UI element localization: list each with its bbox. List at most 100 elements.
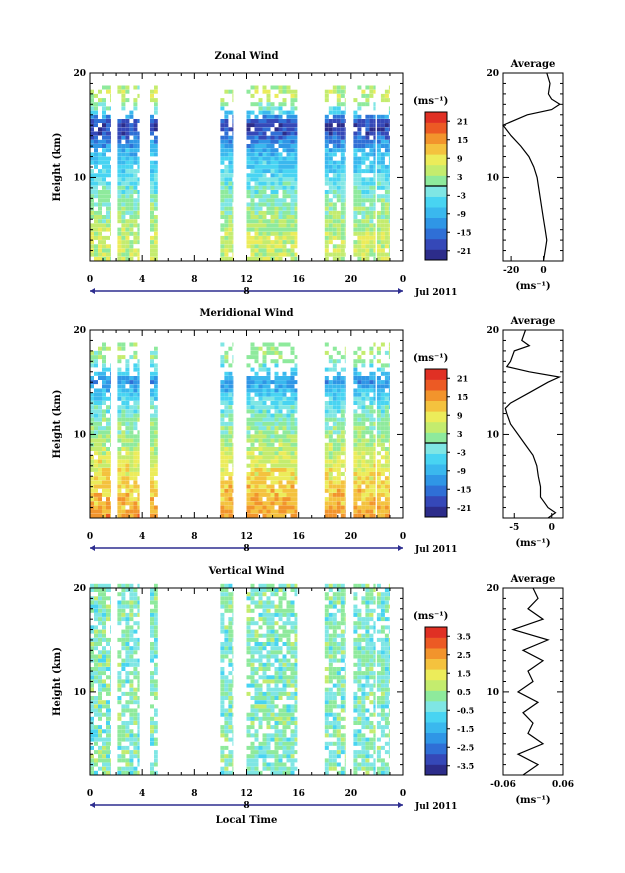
heatmap-cell <box>380 194 385 199</box>
heatmap-cell <box>254 169 259 174</box>
heatmap-cell <box>224 102 229 107</box>
heatmap-cell <box>110 679 111 684</box>
heatmap-cell <box>224 219 229 224</box>
heatmap-cell <box>94 355 98 360</box>
heatmap-cell <box>224 455 229 460</box>
heatmap-cell <box>373 417 376 422</box>
heatmap-cell <box>125 206 130 211</box>
heatmap-cell <box>365 98 370 103</box>
heatmap-cell <box>125 745 130 750</box>
heatmap-cell <box>388 455 390 460</box>
heatmap-cell <box>117 384 122 389</box>
heatmap-cell <box>150 733 154 738</box>
heatmap-cell <box>133 467 138 472</box>
heatmap-cell <box>365 227 370 232</box>
heatmap-cell <box>376 135 381 140</box>
heatmap-cell <box>220 683 225 688</box>
heatmap-cell <box>250 421 255 426</box>
heatmap-cell <box>286 501 291 506</box>
heatmap-cell <box>150 741 154 746</box>
heatmap-cell <box>344 359 346 364</box>
heatmap-cell <box>344 463 346 468</box>
heatmap-cell <box>294 509 298 514</box>
heatmap-cell <box>361 152 366 157</box>
heatmap-cell <box>270 396 275 401</box>
heatmap-cell <box>344 451 346 456</box>
heatmap-cell <box>361 409 366 414</box>
heatmap-cell <box>106 708 110 713</box>
heatmap-cell <box>254 459 259 464</box>
heatmap-cell <box>376 219 381 224</box>
heatmap-cell <box>110 206 111 211</box>
heatmap-cell <box>102 401 106 405</box>
average-title: Average <box>510 316 556 327</box>
heatmap-cell <box>369 114 374 119</box>
heatmap-cell <box>232 667 234 671</box>
heatmap-cell <box>353 231 358 236</box>
heatmap-cell <box>150 658 154 663</box>
heatmap-cell <box>282 509 287 514</box>
heatmap-cell <box>150 447 154 451</box>
heatmap-cell <box>137 367 140 372</box>
heatmap-cell <box>94 256 98 261</box>
heatmap-cell <box>286 380 291 385</box>
heatmap-cell <box>384 202 389 207</box>
heatmap-cell <box>270 350 275 355</box>
heatmap-cell <box>373 256 376 261</box>
heatmap-cell <box>290 600 295 605</box>
heatmap-cell <box>274 148 279 153</box>
heatmap-cell <box>137 505 140 510</box>
heatmap-cell <box>278 231 283 236</box>
heatmap-cell <box>336 646 341 651</box>
heatmap-cell <box>384 513 389 518</box>
heatmap-cell <box>369 119 374 123</box>
heatmap-cell <box>224 206 229 211</box>
heatmap-cell <box>220 190 225 194</box>
heatmap-cell <box>102 156 106 161</box>
heatmap-cell <box>286 484 291 489</box>
heatmap-cell <box>373 501 376 506</box>
heatmap-cell <box>228 625 233 630</box>
heatmap-cell <box>332 405 337 410</box>
heatmap-cell <box>274 455 279 460</box>
heatmap-cell <box>254 185 259 190</box>
heatmap-cell <box>110 758 111 763</box>
heatmap-cell <box>121 227 126 232</box>
heatmap-cell <box>254 754 259 759</box>
heatmap-cell <box>98 210 102 215</box>
heatmap-cell <box>121 371 126 376</box>
heatmap-cell <box>266 127 271 132</box>
heatmap-cell <box>133 248 138 253</box>
heatmap-cell <box>384 256 389 261</box>
heatmap-cell <box>344 376 346 380</box>
heatmap-cell <box>125 396 130 401</box>
heatmap-cell <box>98 604 102 609</box>
heatmap-cell <box>369 198 374 203</box>
heatmap-cell <box>254 219 259 224</box>
heatmap-cell <box>90 696 94 700</box>
heatmap-cell <box>250 629 255 634</box>
heatmap-cell <box>150 417 154 422</box>
heatmap-cell <box>250 248 255 253</box>
heatmap-cell <box>353 215 358 219</box>
heatmap-cell <box>278 716 283 721</box>
heatmap-cell <box>262 583 267 588</box>
heatmap-cell <box>332 451 337 456</box>
heatmap-cell <box>274 173 279 178</box>
heatmap-cell <box>286 459 291 464</box>
heatmap-cell <box>117 600 122 605</box>
heatmap-cell <box>353 363 358 368</box>
heatmap-cell <box>344 476 346 481</box>
heatmap-cell <box>262 426 267 431</box>
heatmap-cell <box>266 156 271 161</box>
heatmap-cell <box>137 248 140 253</box>
heatmap-cell <box>90 417 94 422</box>
heatmap-cell <box>150 725 154 730</box>
heatmap-cell <box>278 691 283 696</box>
heatmap-cell <box>282 139 287 144</box>
heatmap-cell <box>125 675 130 680</box>
heatmap-cell <box>121 210 126 215</box>
heatmap-cell <box>220 617 225 622</box>
heatmap-cell <box>340 190 345 194</box>
